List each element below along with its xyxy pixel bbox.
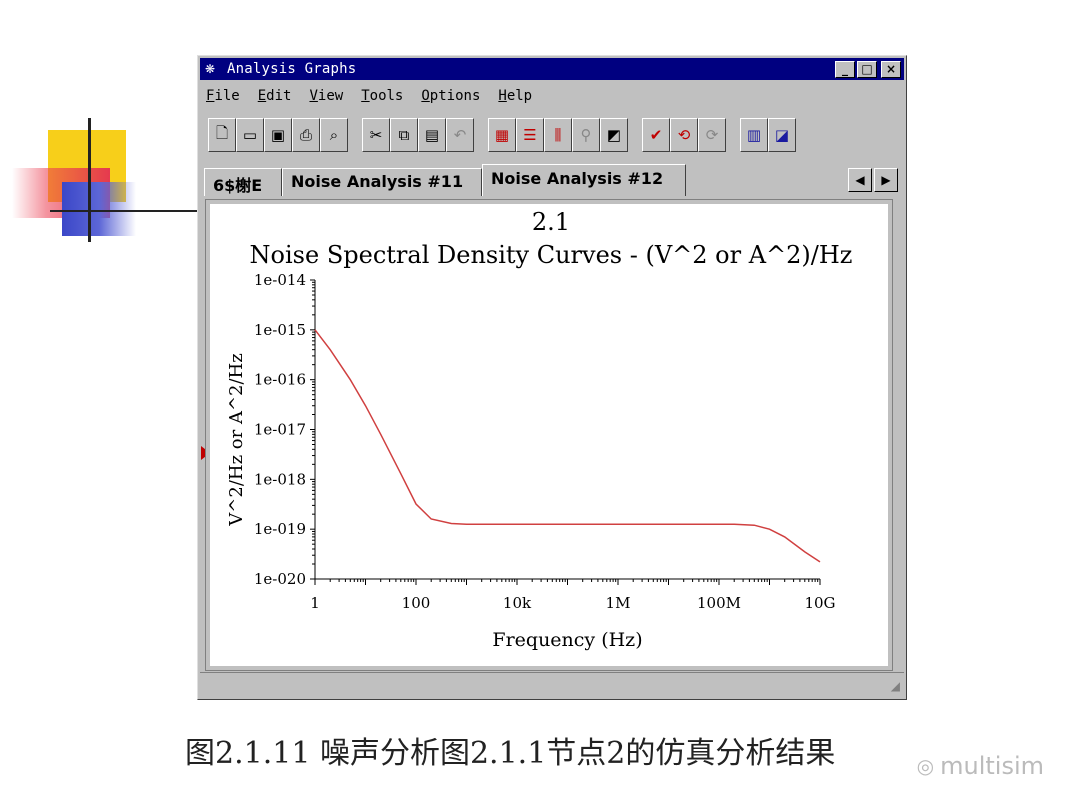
minimize-button[interactable]: _ xyxy=(835,61,855,78)
print-icon[interactable]: ⎙ xyxy=(292,118,320,152)
paste-icon[interactable]: ▤ xyxy=(418,118,446,152)
chart-title: 2.1 xyxy=(532,208,570,236)
toolbar-edit-group: ✂ ⧉ ▤ ↶ xyxy=(362,118,474,152)
menu-tools[interactable]: Tools xyxy=(361,88,404,104)
reverse-colors-icon[interactable]: ◩ xyxy=(600,118,628,152)
y-tick-label: 1e-017 xyxy=(254,421,306,439)
series-line-0 xyxy=(314,329,821,563)
cursor-marker-icon[interactable] xyxy=(201,446,210,460)
new-icon[interactable]: 🗋 xyxy=(208,118,236,152)
x-tick-label: 1M xyxy=(606,594,631,612)
tab-noise-analysis-11[interactable]: Noise Analysis #11 xyxy=(282,168,482,196)
menu-bar: File Edit View Tools Options Help xyxy=(206,85,532,107)
y-tick-label: 1e-018 xyxy=(254,470,306,488)
x-axis-label: Frequency (Hz) xyxy=(492,629,642,651)
x-tick-label: 10G xyxy=(804,594,835,612)
tab-strip: 6$榭E Noise Analysis #11 Noise Analysis #… xyxy=(204,162,900,196)
cursors-icon[interactable]: ⫼ xyxy=(544,118,572,152)
y-tick-label: 1e-014 xyxy=(254,271,306,289)
decor-blue-bar xyxy=(62,182,136,236)
menu-help[interactable]: Help xyxy=(498,88,533,104)
copy-icon[interactable]: ⧉ xyxy=(390,118,418,152)
menu-file[interactable]: File xyxy=(206,88,240,104)
open-icon[interactable]: ▭ xyxy=(236,118,264,152)
y-tick-label: 1e-016 xyxy=(254,371,306,389)
watermark-text: multisim xyxy=(940,752,1044,780)
undo-icon[interactable]: ↶ xyxy=(446,118,474,152)
toolbar-file-group: 🗋 ▭ ▣ ⎙ ⌕ xyxy=(208,118,348,152)
chart-subtitle: Noise Spectral Density Curves - (V^2 or … xyxy=(250,241,853,269)
x-tick-label: 10k xyxy=(503,594,532,612)
tab-scroll-right-icon[interactable]: ▶ xyxy=(874,168,898,192)
menu-view[interactable]: View xyxy=(309,88,344,104)
status-bar: ◢ xyxy=(200,672,904,697)
app-graph-icon[interactable]: ❋ xyxy=(205,62,216,76)
analysis-graphs-window: ❋ Analysis Graphs _ □ × File Edit View T… xyxy=(197,55,907,700)
resize-grip-icon[interactable]: ◢ xyxy=(890,679,900,693)
decor-horizontal-line xyxy=(50,210,200,212)
decor-vertical-line xyxy=(88,118,91,242)
y-axis-label: V^2/Hz or A^2/Hz xyxy=(226,353,247,526)
maximize-button[interactable]: □ xyxy=(857,61,877,78)
x-tick-label: 1 xyxy=(310,594,320,612)
save-icon[interactable]: ▣ xyxy=(264,118,292,152)
y-tick-label: 1e-020 xyxy=(254,570,306,588)
overlay-icon[interactable]: ⟳ xyxy=(698,118,726,152)
restore-icon[interactable]: ⟲ xyxy=(670,118,698,152)
figure-caption: 图2.1.11 噪声分析图2.1.1节点2的仿真分析结果 xyxy=(185,736,836,771)
toolbar: 🗋 ▭ ▣ ⎙ ⌕ ✂ ⧉ ▤ ↶ ▦ ☰ ⫼ ⚲ ◩ ✔ ⟲ ⟳ ▥ ◪ xyxy=(208,116,810,154)
window-title: Analysis Graphs xyxy=(227,61,357,77)
title-bar[interactable]: ❋ Analysis Graphs _ □ × xyxy=(200,58,904,80)
tab-noise-analysis-12[interactable]: Noise Analysis #12 xyxy=(482,164,686,196)
tab-scroll-left-icon[interactable]: ◀ xyxy=(848,168,872,192)
check-icon[interactable]: ✔ xyxy=(642,118,670,152)
print-preview-icon[interactable]: ⌕ xyxy=(320,118,348,152)
menu-edit[interactable]: Edit xyxy=(257,88,292,104)
toolbar-overlay-group: ✔ ⟲ ⟳ xyxy=(642,118,726,152)
wechat-icon: ◎ xyxy=(916,754,935,778)
legend-icon[interactable]: ☰ xyxy=(516,118,544,152)
zoom-icon[interactable]: ⚲ xyxy=(572,118,600,152)
watermark: ◎ multisim xyxy=(917,752,1044,780)
x-tick-label: 100 xyxy=(402,594,431,612)
grid-icon[interactable]: ▦ xyxy=(488,118,516,152)
cut-icon[interactable]: ✂ xyxy=(362,118,390,152)
tab-unnamed[interactable]: 6$榭E xyxy=(204,168,282,196)
toolbar-graph-group: ▦ ☰ ⫼ ⚲ ◩ xyxy=(488,118,628,152)
window-controls: _ □ × xyxy=(835,61,901,78)
toolbar-export-group: ▥ ◪ xyxy=(740,118,796,152)
graph-properties-icon[interactable]: ◪ xyxy=(768,118,796,152)
close-button[interactable]: × xyxy=(881,61,901,78)
noise-chart: 2.1 Noise Spectral Density Curves - (V^2 … xyxy=(226,208,853,651)
y-tick-label: 1e-019 xyxy=(254,520,306,538)
y-tick-label: 1e-015 xyxy=(254,321,306,339)
tab-scroll-controls: ◀ ▶ xyxy=(848,168,898,192)
export-icon[interactable]: ▥ xyxy=(740,118,768,152)
menu-options[interactable]: Options xyxy=(421,88,481,104)
x-tick-label: 100M xyxy=(697,594,741,612)
graph-area: 2.1 Noise Spectral Density Curves - (V^2 … xyxy=(205,199,893,671)
